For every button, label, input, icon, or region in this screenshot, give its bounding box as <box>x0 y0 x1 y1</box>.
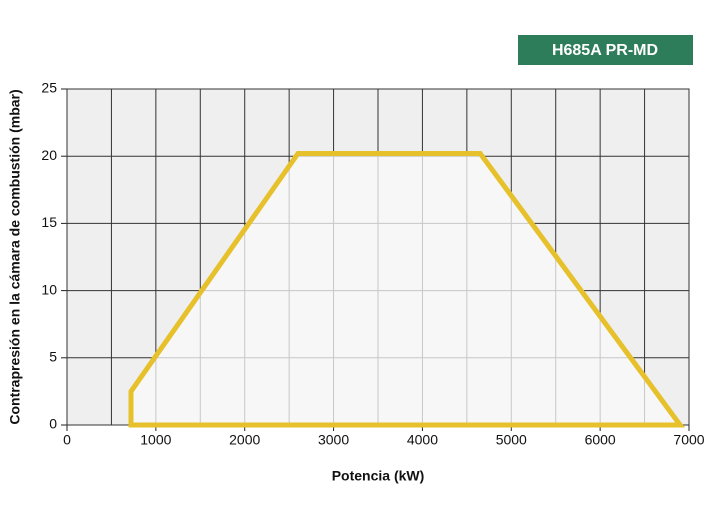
x-tick-label: 0 <box>63 432 71 448</box>
x-axis-title: Potencia (kW) <box>332 468 425 484</box>
x-tick-label: 7000 <box>673 432 704 448</box>
y-tick-label: 5 <box>49 349 57 365</box>
x-tick-label: 3000 <box>318 432 349 448</box>
x-tick-label: 4000 <box>407 432 438 448</box>
x-tick-label: 2000 <box>229 432 260 448</box>
x-tick-label: 1000 <box>140 432 171 448</box>
badge <box>518 35 693 65</box>
y-axis-title: Contrapresión en la cámara de combustión… <box>7 89 23 424</box>
y-tick-label: 25 <box>41 80 57 96</box>
operating-area <box>128 151 686 428</box>
y-tick-label: 0 <box>49 416 57 432</box>
y-tick-label: 10 <box>41 281 57 297</box>
x-tick-label: 5000 <box>496 432 527 448</box>
badge-label: H685A PR-MD <box>552 42 658 59</box>
y-tick-label: 15 <box>41 214 57 230</box>
x-tick-label: 6000 <box>585 432 616 448</box>
y-tick-label: 20 <box>41 147 57 163</box>
